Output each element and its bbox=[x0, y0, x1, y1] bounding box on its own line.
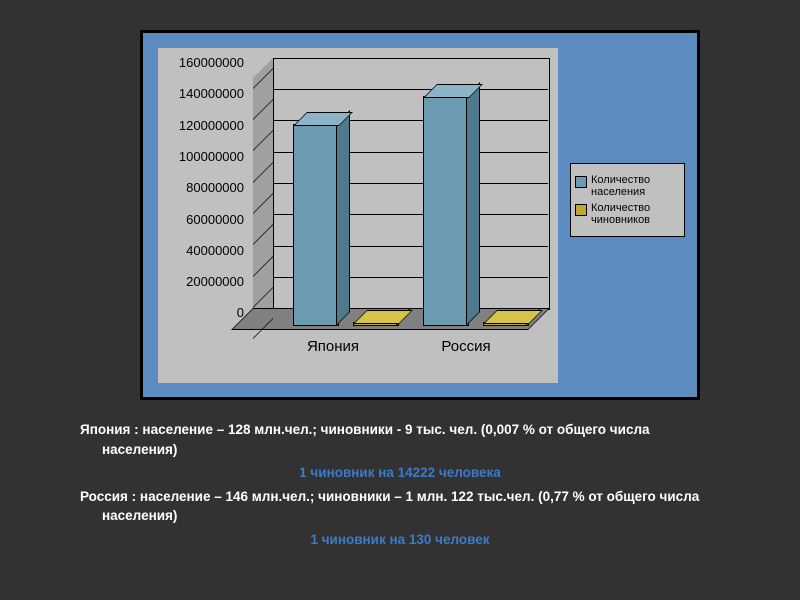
bar-russia-officials bbox=[483, 58, 527, 326]
description-text: Япония : население – 128 млн.чел.; чинов… bbox=[80, 420, 720, 553]
legend-swatch bbox=[575, 176, 587, 188]
bar-russia-population bbox=[423, 58, 467, 326]
legend-swatch bbox=[575, 204, 587, 216]
chart-grid bbox=[253, 58, 548, 328]
bar-japan-population bbox=[293, 58, 337, 326]
ytick-2: 40000000 bbox=[186, 243, 244, 258]
bar-front bbox=[423, 96, 469, 326]
text-ratio-russia: 1 чиновник на 130 человек bbox=[80, 530, 720, 550]
bar-japan-officials bbox=[353, 58, 397, 326]
text-russia: Россия : население – 146 млн.чел.; чинов… bbox=[80, 487, 720, 526]
text-japan: Япония : население – 128 млн.чел.; чинов… bbox=[80, 420, 720, 459]
side-wall bbox=[253, 58, 273, 328]
slide: 0 20000000 40000000 60000000 80000000 10… bbox=[0, 0, 800, 600]
category-label-russia: Россия bbox=[426, 338, 506, 355]
chart-panel: 0 20000000 40000000 60000000 80000000 10… bbox=[140, 30, 700, 400]
legend-item-officials: Количество чиновников bbox=[575, 202, 680, 226]
ytick-4: 80000000 bbox=[186, 180, 244, 195]
ytick-6: 120000000 bbox=[179, 118, 244, 133]
bar-front bbox=[293, 124, 339, 326]
ytick-8: 160000000 bbox=[179, 55, 244, 70]
bar-side bbox=[336, 110, 350, 326]
text-ratio-japan: 1 чиновник на 14222 человека bbox=[80, 463, 720, 483]
legend-label: Количество населения bbox=[591, 174, 680, 198]
y-axis-labels: 0 20000000 40000000 60000000 80000000 10… bbox=[158, 48, 248, 328]
legend-label: Количество чиновников bbox=[591, 202, 680, 226]
legend: Количество населения Количество чиновник… bbox=[570, 163, 685, 237]
plot-area: 0 20000000 40000000 60000000 80000000 10… bbox=[158, 48, 558, 383]
ytick-1: 20000000 bbox=[186, 274, 244, 289]
category-label-japan: Япония bbox=[293, 338, 373, 355]
ytick-5: 100000000 bbox=[179, 149, 244, 164]
bar-side bbox=[466, 82, 480, 326]
ytick-7: 140000000 bbox=[179, 86, 244, 101]
legend-item-population: Количество населения bbox=[575, 174, 680, 198]
ytick-3: 60000000 bbox=[186, 212, 244, 227]
